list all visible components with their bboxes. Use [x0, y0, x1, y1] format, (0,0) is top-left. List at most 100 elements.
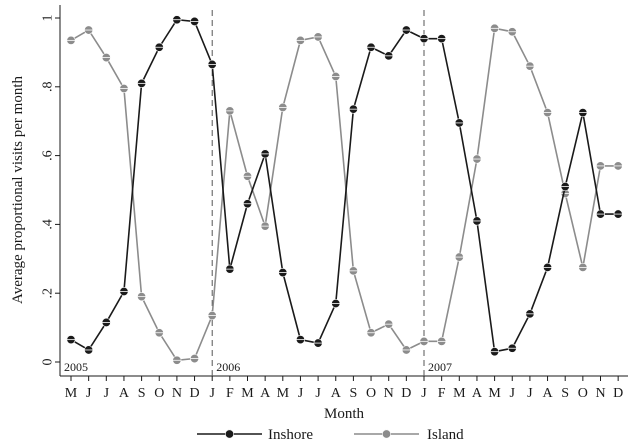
y-tick-label: 1: [41, 15, 56, 22]
x-tick-label: S: [350, 386, 358, 401]
data-point: [313, 32, 323, 42]
data-point: [84, 345, 94, 355]
data-point: [119, 84, 129, 94]
data-point: [331, 71, 341, 81]
data-point: [137, 292, 147, 302]
data-point: [278, 268, 288, 278]
x-tick-label: O: [154, 386, 164, 401]
y-axis-label: Average proportional visits per month: [10, 76, 26, 305]
x-tick-label: M: [277, 386, 290, 401]
x-tick-label: A: [119, 386, 130, 401]
data-point: [119, 286, 129, 296]
data-point: [101, 317, 111, 327]
x-tick-label: J: [421, 386, 427, 401]
y-tick-label: .6: [41, 150, 56, 161]
data-point: [313, 338, 323, 348]
y-tick-label: .8: [41, 82, 56, 93]
data-point: [437, 34, 447, 44]
x-tick-label: S: [138, 386, 146, 401]
x-tick-label: D: [189, 386, 199, 401]
data-point: [525, 309, 535, 319]
data-point: [419, 34, 429, 44]
x-tick-label: J: [86, 386, 92, 401]
x-tick-label: N: [172, 386, 182, 401]
series-line: [70, 18, 619, 353]
data-point: [401, 25, 411, 35]
data-point: [578, 262, 588, 272]
data-point: [207, 59, 217, 69]
data-point: [348, 266, 358, 276]
plot-frame: [59, 5, 628, 377]
year-markers: 2005 2006 2007: [64, 10, 452, 376]
y-tick-label: 0: [41, 359, 56, 366]
data-point: [490, 23, 500, 33]
data-point: [172, 355, 182, 365]
data-point: [207, 311, 217, 321]
x-tick-label: D: [401, 386, 411, 401]
data-point: [472, 154, 482, 164]
data-point: [595, 161, 605, 171]
data-point: [84, 25, 94, 35]
data-point: [419, 336, 429, 346]
x-tick-label: J: [298, 386, 304, 401]
x-tick-label: F: [438, 386, 446, 401]
x-tick-label: N: [384, 386, 394, 401]
x-tick-label: J: [104, 386, 110, 401]
data-point: [243, 199, 253, 209]
data-point: [295, 35, 305, 45]
y-tick-label: .4: [41, 219, 56, 230]
data-point: [260, 149, 270, 159]
data-point: [366, 328, 376, 338]
data-point: [295, 335, 305, 345]
data-point: [560, 182, 570, 192]
data-point: [613, 209, 623, 219]
x-tick-label: J: [510, 386, 516, 401]
data-point: [225, 264, 235, 274]
data-point: [243, 171, 253, 181]
legend-label: Inshore: [268, 427, 313, 443]
data-point: [507, 343, 517, 353]
legend-marker: [381, 429, 391, 439]
data-point: [507, 27, 517, 37]
year-label: 2005: [64, 360, 88, 374]
y-axis: 0 .2 .4 .6 .8 1: [41, 15, 60, 366]
x-tick-label: A: [331, 386, 342, 401]
data-point: [401, 345, 411, 355]
x-tick-label: A: [542, 386, 553, 401]
x-axis-label: Month: [324, 406, 365, 422]
x-tick-label: A: [472, 386, 483, 401]
x-tick-label: M: [453, 386, 466, 401]
data-point: [384, 319, 394, 329]
legend: Inshore Island: [197, 427, 464, 443]
data-point: [384, 51, 394, 61]
year-label: 2006: [216, 360, 240, 374]
legend-marker: [225, 429, 235, 439]
data-point: [454, 252, 464, 262]
data-point: [490, 347, 500, 357]
data-point: [190, 16, 200, 26]
series-layer: [66, 15, 623, 365]
data-point: [154, 42, 164, 52]
series-island: [66, 23, 623, 365]
data-point: [595, 209, 605, 219]
x-tick-label: M: [488, 386, 501, 401]
data-point: [260, 221, 270, 231]
data-point: [366, 42, 376, 52]
x-tick-label: N: [595, 386, 605, 401]
x-tick-label: D: [613, 386, 623, 401]
data-point: [278, 102, 288, 112]
data-point: [172, 15, 182, 25]
x-tick-label: F: [226, 386, 234, 401]
data-point: [225, 106, 235, 116]
data-point: [101, 53, 111, 63]
x-tick-label: M: [65, 386, 78, 401]
x-tick-label: O: [578, 386, 588, 401]
year-label: 2007: [428, 360, 452, 374]
data-point: [454, 118, 464, 128]
data-point: [66, 35, 76, 45]
data-point: [137, 78, 147, 88]
data-point: [543, 262, 553, 272]
data-point: [190, 354, 200, 364]
